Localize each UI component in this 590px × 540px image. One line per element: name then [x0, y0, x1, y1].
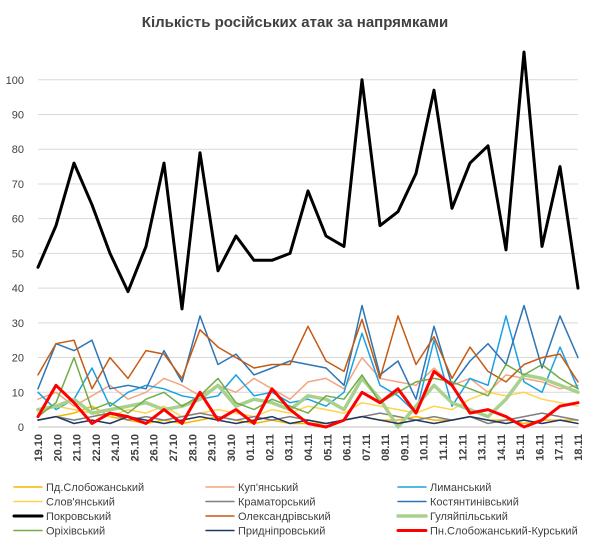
legend-item: Куп'янський: [205, 482, 298, 494]
y-tick-label: 100: [6, 75, 24, 87]
legend-label: Пн.Слобожанський-Курський: [430, 526, 578, 538]
x-tick-label: 08.11: [380, 434, 392, 461]
x-tick-label: 17.11: [554, 434, 566, 461]
x-tick-label: 04.11: [303, 434, 315, 461]
x-tick-label: 02.11: [264, 434, 276, 461]
x-axis: 19.10 20.10 21.10 22.10 24.10 25.10 26.10 27.10…: [33, 434, 585, 462]
legend-label: Олександрівський: [238, 511, 331, 523]
x-tick-label: 06.11: [342, 434, 354, 461]
legend-item: Краматорський: [205, 497, 316, 509]
legend-item: Лиманський: [397, 482, 491, 494]
legend-label: Оріхівський: [46, 526, 105, 538]
legend-label: Покровський: [46, 511, 111, 523]
series-line-лиманський: [37, 315, 579, 414]
y-tick-label: 80: [12, 144, 24, 156]
x-tick-label: 13.11: [477, 434, 489, 461]
y-tick-label: 90: [12, 110, 24, 122]
series-line-олександрівський: [37, 315, 579, 390]
x-tick-label: 12.11: [457, 434, 469, 461]
legend-item: Слов'янський: [13, 497, 115, 509]
x-tick-label: 29.10: [207, 434, 219, 462]
legend-item: Пд.Слобожанський: [13, 482, 144, 494]
series-line-гуляйпільський: [36, 373, 580, 429]
legend-item: Пн.Слобожанський-Курський: [396, 526, 578, 538]
x-tick-label: 15.11: [515, 434, 527, 461]
x-tick-label: 07.11: [361, 434, 373, 461]
y-tick-label: 30: [12, 318, 24, 330]
y-tick-label: 20: [12, 353, 24, 365]
legend-label: Придніпровський: [238, 526, 325, 538]
legend-label: Слов'янський: [46, 497, 115, 509]
x-tick-label: 16.11: [534, 434, 546, 461]
x-tick-label: 21.10: [72, 434, 84, 462]
x-tick-label: 25.10: [129, 434, 141, 462]
x-tick-label: 19.10: [33, 434, 45, 462]
x-tick-label: 27.10: [168, 434, 180, 462]
legend-label: Краматорський: [238, 497, 316, 509]
series-line-оріхівський: [37, 356, 579, 418]
series-line-слов-янський: [37, 391, 579, 418]
x-tick-label: 28.10: [187, 434, 199, 462]
y-tick-label: 60: [12, 214, 24, 226]
legend-label: Пд.Слобожанський: [46, 482, 144, 494]
x-tick-label: 24.10: [110, 434, 122, 462]
legend: Пд.Слобожанський Куп'янський Лиманський Сло…: [12, 482, 578, 538]
series-line-пн-слобожанський-курський: [36, 369, 580, 429]
x-tick-label: 05.11: [322, 434, 334, 461]
legend-item: Олександрівський: [205, 511, 331, 523]
legend-item: Гуляйпільський: [396, 511, 508, 523]
legend-label: Лиманський: [430, 482, 491, 494]
legend-item: Придніпровський: [205, 526, 325, 538]
y-tick-label: 0: [18, 422, 24, 434]
x-tick-label: 22.10: [91, 434, 103, 462]
series-line-костянтинівський: [37, 304, 579, 400]
legend-item: Оріхівський: [13, 526, 105, 538]
x-tick-label: 18.11: [573, 434, 585, 461]
x-tick-label: 09.11: [399, 434, 411, 461]
y-axis: 0 10 20 30 40 50 60 70 80 90 100: [6, 75, 24, 434]
legend-label: Куп'янський: [238, 482, 298, 494]
y-tick-label: 40: [12, 283, 24, 295]
gridlines: [38, 79, 578, 428]
chart-title: Кількість російських атак за напрямками: [142, 14, 448, 31]
legend-label: Гуляйпільський: [430, 511, 508, 523]
x-tick-label: 14.11: [496, 434, 508, 461]
x-tick-label: 20.10: [52, 434, 64, 462]
x-tick-label: 26.10: [149, 434, 161, 462]
x-tick-label: 10.11: [419, 434, 431, 461]
y-tick-label: 50: [12, 248, 24, 260]
plot-area: [36, 50, 580, 429]
y-tick-label: 10: [12, 387, 24, 399]
legend-item: Костянтинівський: [397, 497, 519, 509]
x-tick-label: 01.11: [245, 434, 257, 461]
y-tick-label: 70: [12, 179, 24, 191]
legend-item: Покровський: [12, 511, 111, 523]
x-tick-label: 11.11: [438, 434, 450, 460]
x-tick-label: 30.10: [226, 434, 238, 462]
series-line-покровський: [36, 50, 580, 311]
legend-label: Костянтинівський: [430, 497, 519, 509]
x-tick-label: 03.11: [284, 434, 296, 461]
